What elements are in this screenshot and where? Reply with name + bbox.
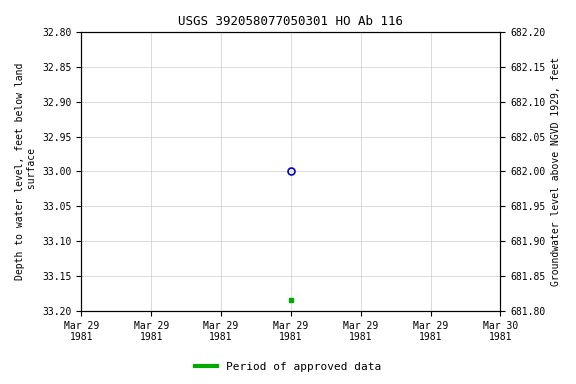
Y-axis label: Groundwater level above NGVD 1929, feet: Groundwater level above NGVD 1929, feet	[551, 57, 561, 286]
Y-axis label: Depth to water level, feet below land
 surface: Depth to water level, feet below land su…	[15, 63, 37, 280]
Title: USGS 392058077050301 HO Ab 116: USGS 392058077050301 HO Ab 116	[179, 15, 403, 28]
Legend: Period of approved data: Period of approved data	[191, 358, 385, 377]
